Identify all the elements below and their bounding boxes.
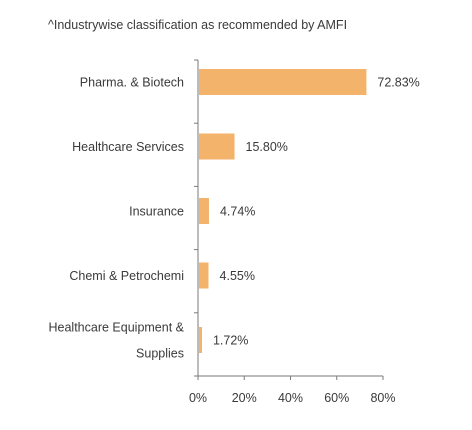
- category-label: Healthcare Services: [72, 140, 184, 154]
- bar: [199, 327, 202, 353]
- chart-note: ^Industrywise classification as recommen…: [48, 18, 348, 32]
- value-label: 15.80%: [246, 140, 288, 154]
- value-label: 4.74%: [220, 205, 255, 219]
- category-label-line: Supplies: [136, 347, 184, 361]
- x-tick-label: 60%: [324, 391, 349, 405]
- category-label: Healthcare Equipment & Supplies: [49, 321, 185, 361]
- x-tick-label: 20%: [232, 391, 257, 405]
- x-tick-label: 0%: [189, 391, 207, 405]
- category-label: Chemi & Petrochemi: [69, 269, 184, 283]
- category-label: Pharma. & Biotech: [80, 76, 184, 90]
- category-label-line: Insurance: [129, 205, 184, 219]
- category-label-line: Healthcare Services: [72, 140, 184, 154]
- x-tick-label: 40%: [278, 391, 303, 405]
- category-label-line: Chemi & Petrochemi: [69, 269, 184, 283]
- bar: [199, 262, 209, 289]
- bar: [199, 133, 235, 160]
- x-tick-label: 80%: [370, 391, 395, 405]
- value-label: 1.72%: [213, 334, 248, 348]
- value-label: 4.55%: [220, 269, 255, 283]
- category-label-line: Healthcare Equipment &: [49, 321, 185, 335]
- bar: [199, 69, 367, 95]
- bar: [199, 198, 209, 224]
- category-label-line: Pharma. & Biotech: [80, 76, 184, 90]
- value-label: 72.83%: [377, 76, 419, 90]
- category-label: Insurance: [129, 205, 184, 219]
